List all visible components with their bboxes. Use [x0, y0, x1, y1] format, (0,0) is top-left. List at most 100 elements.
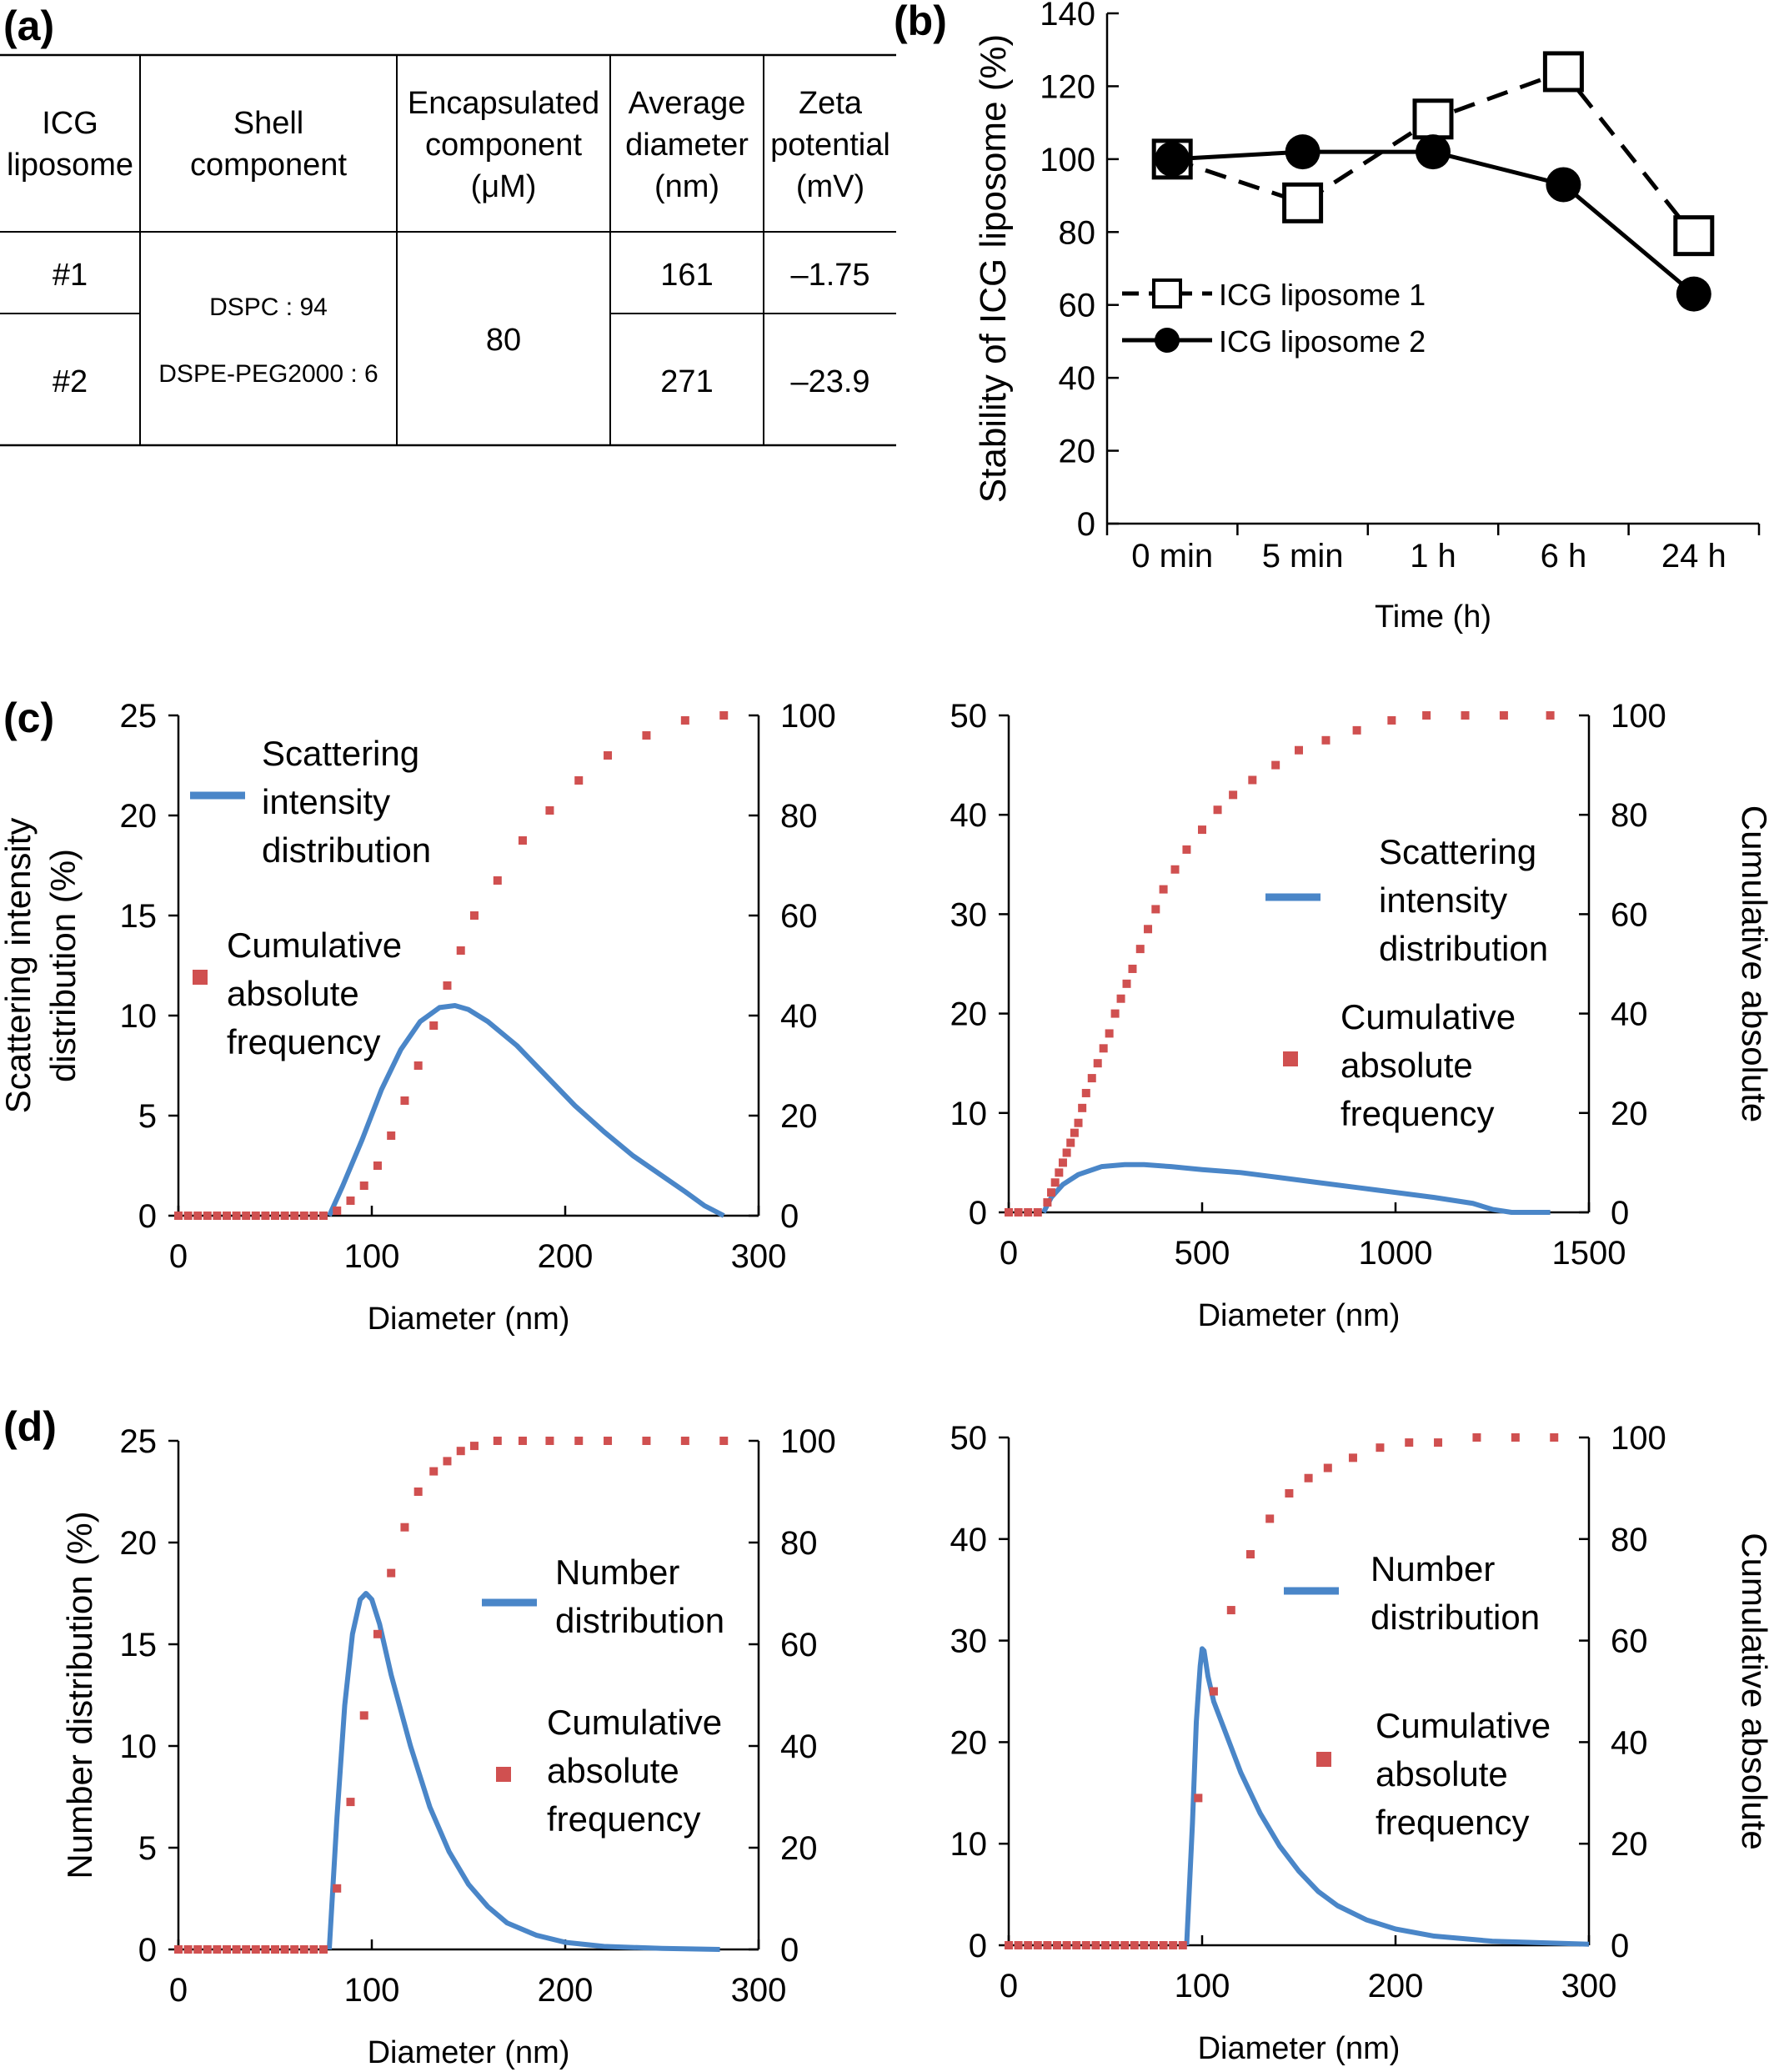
d-left-legend-label-2: frequency — [547, 1799, 700, 1839]
d-right-y-tick-label: 40 — [950, 1522, 988, 1558]
c-right-cumulative-point — [1116, 994, 1125, 1003]
c-left-cumulative-point — [333, 1207, 342, 1215]
b-y-tick-label: 0 — [1077, 506, 1095, 543]
c-left-y2-tick-label: 40 — [780, 998, 818, 1035]
c-left-cumulative-point — [271, 1212, 279, 1220]
c-right-legend-label-2: Cumulative — [1341, 997, 1516, 1036]
b-marker-circle — [1676, 276, 1711, 312]
c-left-legend-label-1: distribution — [262, 830, 431, 870]
d-right-legend-label-1: Number — [1371, 1549, 1495, 1588]
b-y-tick-label: 40 — [1059, 360, 1096, 397]
b-y-tick-label: 100 — [1040, 142, 1095, 178]
c-right-cumulative-point — [1182, 845, 1191, 854]
c-right-y-axis-label: Cumulative absolute — [1735, 805, 1774, 1123]
c-left-y-axis-label: distribution (%) — [43, 849, 83, 1082]
header-zeta-3: (mV) — [796, 169, 864, 204]
row1-diameter: 161 — [660, 258, 713, 293]
c-right-y-tick-label: 50 — [950, 698, 988, 735]
d-right-cumulative-point — [1285, 1488, 1294, 1498]
b-y-tick-label: 120 — [1040, 68, 1095, 105]
c-right-x-tick-label: 500 — [1175, 1235, 1230, 1272]
c-left-y-axis-label: Scattering intensity — [0, 818, 38, 1114]
d-left-cumulative-point — [456, 1447, 465, 1456]
c-left-cumulative-point — [604, 751, 613, 760]
d-left-x-tick-label: 200 — [538, 1972, 594, 2009]
c-left-x-tick-label: 0 — [169, 1238, 188, 1275]
c-left-y2-tick-label: 80 — [780, 798, 818, 835]
d-left-cumulative-point — [469, 1442, 479, 1451]
d-right-x-axis-label: Diameter (nm) — [1198, 2031, 1401, 2066]
c-right-y-tick-label: 20 — [950, 996, 988, 1033]
d-right-legend-label-2: absolute — [1376, 1754, 1508, 1794]
c-right-cumulative-point — [1229, 790, 1238, 800]
header-icg-2: liposome — [7, 148, 133, 183]
b-marker-square — [1542, 51, 1584, 93]
c-left-cumulative-point — [574, 776, 584, 785]
d-right-x-tick-label: 300 — [1561, 1968, 1617, 2004]
c-right-legend-label-1: intensity — [1379, 880, 1507, 920]
d-left-x-tick-label: 100 — [344, 1972, 400, 2009]
d-right-y2-tick-label: 0 — [1611, 1928, 1629, 1964]
c-left-legend-label-1: Scattering — [262, 734, 419, 773]
encapsulated-value: 80 — [486, 323, 521, 358]
d-left-cumulative-point — [242, 1945, 251, 1954]
c-left-cumulative-point — [299, 1212, 308, 1220]
b-x-tick-label: 6 h — [1541, 538, 1587, 574]
c-right-cumulative-point — [1110, 1009, 1120, 1018]
d-left-x-tick-label: 300 — [731, 1972, 787, 2009]
d-left-cumulative-point — [400, 1523, 409, 1532]
d-right-cumulative-point — [1014, 1941, 1023, 1949]
c-left-y-tick-label: 25 — [120, 698, 158, 735]
d-left-y2-tick-label: 100 — [780, 1423, 836, 1460]
d-left-y-tick-label: 0 — [138, 1932, 157, 1969]
c-right-y2-tick-label: 100 — [1611, 698, 1666, 735]
d-right-cumulative-point — [1550, 1433, 1559, 1442]
d-right-x-tick-label: 100 — [1175, 1968, 1230, 2004]
d-right-y-tick-label: 20 — [950, 1724, 988, 1761]
c-left-y-tick-label: 10 — [120, 998, 158, 1035]
c-right-cumulative-point — [1248, 775, 1257, 785]
c-right-cumulative-point — [1014, 1208, 1023, 1217]
header-zeta-1: Zeta — [799, 86, 863, 121]
c-right-cumulative-point — [1047, 1188, 1056, 1197]
d-right-y2-tick-label: 20 — [1611, 1826, 1648, 1863]
d-left-legend-label-2: absolute — [547, 1751, 679, 1790]
d-left-cumulative-point — [271, 1945, 279, 1954]
c-left-cumulative-point — [261, 1212, 270, 1220]
d-right-cumulative-point — [1005, 1941, 1013, 1949]
header-icg-1: ICG — [42, 106, 98, 141]
c-left-y-tick-label: 15 — [120, 898, 158, 935]
c-left-y2-tick-label: 20 — [780, 1098, 818, 1135]
c-left-cumulative-point — [400, 1096, 409, 1105]
c-left-distribution-line — [327, 1003, 725, 1218]
b-marker-circle — [1285, 134, 1320, 170]
d-right-cumulative-point — [1304, 1473, 1313, 1483]
c-right-cumulative-point — [1070, 1128, 1079, 1137]
c-right-cumulative-point — [1151, 905, 1160, 914]
b-y-tick-label: 60 — [1059, 288, 1096, 324]
c-left-legend-label-2: frequency — [227, 1022, 380, 1061]
d-left-y-axis-label: Number distribution (%) — [60, 1511, 99, 1879]
d-left-y-tick-label: 20 — [120, 1525, 158, 1562]
d-left-legend-label-2: Cumulative — [547, 1703, 722, 1742]
c-right-y2-tick-label: 0 — [1611, 1195, 1629, 1232]
c-right-cumulative-point — [1352, 725, 1361, 735]
c-left-cumulative-point — [183, 1212, 193, 1220]
d-left-cumulative-point — [373, 1629, 382, 1638]
d-left-cumulative-point — [299, 1945, 308, 1954]
c-right-cumulative-point — [1058, 1158, 1067, 1167]
c-right-y2-tick-label: 20 — [1611, 1096, 1648, 1132]
b-y-tick-label: 20 — [1059, 434, 1096, 470]
header-encap-2: component — [425, 128, 582, 163]
d-left-y2-tick-label: 60 — [780, 1627, 818, 1663]
composition-table: ICG liposome Shell component Encapsulate… — [0, 53, 896, 447]
c-right-cumulative-point — [1144, 925, 1153, 934]
b-marker-square — [1673, 215, 1715, 257]
d-left-cumulative-point — [642, 1437, 651, 1445]
chart-b: 0 20 40 60 80 100 120 140 0 min 5 min 1 h 6 h 24 h Ti… — [973, 0, 1761, 635]
d-right-cumulative-point — [1323, 1463, 1332, 1472]
c-right-cumulative-point — [1093, 1059, 1102, 1068]
b-marker-square — [1412, 98, 1454, 140]
c-left-cumulative-point — [680, 716, 689, 725]
c-right-cumulative-point — [1087, 1074, 1096, 1083]
